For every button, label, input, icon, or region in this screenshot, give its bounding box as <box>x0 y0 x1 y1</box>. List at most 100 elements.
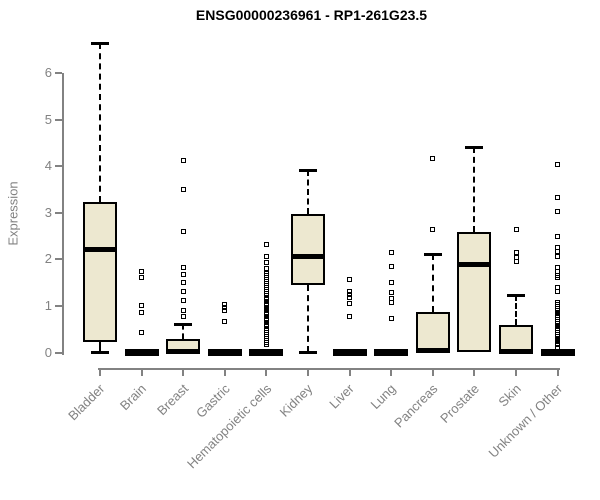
y-tick-label: 5 <box>44 111 52 127</box>
median-line <box>457 262 492 268</box>
outlier-point <box>388 280 394 286</box>
median-line <box>374 349 409 355</box>
x-axis-tick <box>348 368 351 376</box>
outlier-point <box>347 314 353 320</box>
median-line <box>415 348 450 354</box>
upper-whisker <box>515 294 517 325</box>
x-axis-tick <box>99 368 101 376</box>
outlier-point <box>555 234 561 240</box>
x-axis-tick <box>556 368 559 376</box>
outlier-point <box>388 264 394 270</box>
upper-whisker <box>473 146 476 233</box>
outlier-point <box>555 289 561 295</box>
outlier-point <box>263 260 269 266</box>
x-axis-tick <box>473 368 476 376</box>
y-axis-tick <box>55 304 62 307</box>
outlier-point <box>513 259 519 265</box>
outlier-point <box>347 301 353 307</box>
median-line <box>249 349 284 355</box>
outlier-point <box>180 314 186 320</box>
outlier-point <box>139 329 145 335</box>
outlier-point <box>347 292 353 298</box>
outlier-point <box>430 155 436 161</box>
outlier-point <box>222 308 228 314</box>
outlier-point <box>388 315 394 321</box>
y-tick-label: 6 <box>44 65 52 81</box>
outlier-point <box>263 342 269 348</box>
chart-title: ENSG00000236961 - RP1-261G23.5 <box>195 7 428 23</box>
upper-whisker <box>99 42 101 202</box>
outlier-point <box>555 162 561 168</box>
x-category-label: Liver <box>326 381 358 412</box>
lower-whisker-cap <box>299 350 317 354</box>
x-axis-line <box>98 368 560 370</box>
upper-whisker-cap <box>299 169 317 173</box>
outlier-point <box>388 290 394 296</box>
outlier-point <box>347 295 353 301</box>
x-axis-tick <box>223 368 226 376</box>
x-axis-tick <box>431 368 434 376</box>
x-category-label: Kidney <box>276 381 316 420</box>
lower-whisker <box>99 342 101 352</box>
median-line <box>166 348 201 354</box>
outlier-point <box>222 319 228 325</box>
outlier-point <box>263 242 269 248</box>
x-category-label: Bladder <box>65 381 108 424</box>
upper-whisker-cap <box>465 145 484 149</box>
outlier-point <box>513 250 519 256</box>
outlier-point <box>555 209 561 215</box>
upper-whisker-cap <box>507 293 525 297</box>
boxplot-box <box>83 201 117 343</box>
y-axis-tick <box>55 351 62 354</box>
outlier-point <box>555 249 561 255</box>
boxplot-box <box>457 232 492 352</box>
x-axis-tick <box>140 368 143 376</box>
x-category-label: Breast <box>153 381 191 419</box>
upper-whisker <box>431 253 434 313</box>
upper-whisker-cap <box>174 322 193 326</box>
outlier-point <box>180 158 186 164</box>
median-line <box>332 349 367 355</box>
outlier-point <box>555 344 561 350</box>
median-line <box>207 349 242 355</box>
x-axis-tick <box>390 368 393 376</box>
y-axis-tick <box>55 211 62 214</box>
median-line <box>124 349 159 355</box>
outlier-point <box>139 309 145 315</box>
upper-whisker-cap <box>91 41 109 45</box>
lower-whisker <box>307 285 309 352</box>
outlier-point <box>180 265 186 271</box>
outlier-point <box>263 266 269 272</box>
x-category-label: Prostate <box>437 381 483 426</box>
outlier-point <box>555 254 561 260</box>
x-category-label: Skin <box>495 381 524 410</box>
y-axis-title: Expression <box>5 181 21 246</box>
x-category-label: Pancreas <box>390 381 441 431</box>
x-category-label: Lung <box>367 381 399 413</box>
x-axis-tick <box>182 368 185 376</box>
boxplot-box <box>291 213 325 286</box>
outlier-point <box>139 302 145 308</box>
y-tick-label: 4 <box>44 158 52 174</box>
outlier-point <box>347 277 353 283</box>
lower-whisker-cap <box>91 350 109 354</box>
outlier-point <box>180 272 186 278</box>
outlier-point <box>513 227 519 233</box>
median-line <box>83 247 117 253</box>
y-axis-tick <box>55 258 62 261</box>
outlier-point <box>180 289 186 295</box>
outlier-point <box>388 250 394 256</box>
upper-whisker <box>307 170 309 214</box>
outlier-point <box>180 280 186 286</box>
outlier-point <box>180 298 186 304</box>
y-axis-tick <box>55 72 62 75</box>
x-axis-tick <box>265 368 268 376</box>
outlier-point <box>555 275 561 281</box>
median-line <box>540 349 575 355</box>
boxplot-box <box>499 324 533 353</box>
y-tick-label: 1 <box>44 297 52 313</box>
upper-whisker <box>182 323 185 339</box>
x-category-label: Unknown / Other <box>485 381 566 461</box>
y-axis-line <box>62 73 64 355</box>
